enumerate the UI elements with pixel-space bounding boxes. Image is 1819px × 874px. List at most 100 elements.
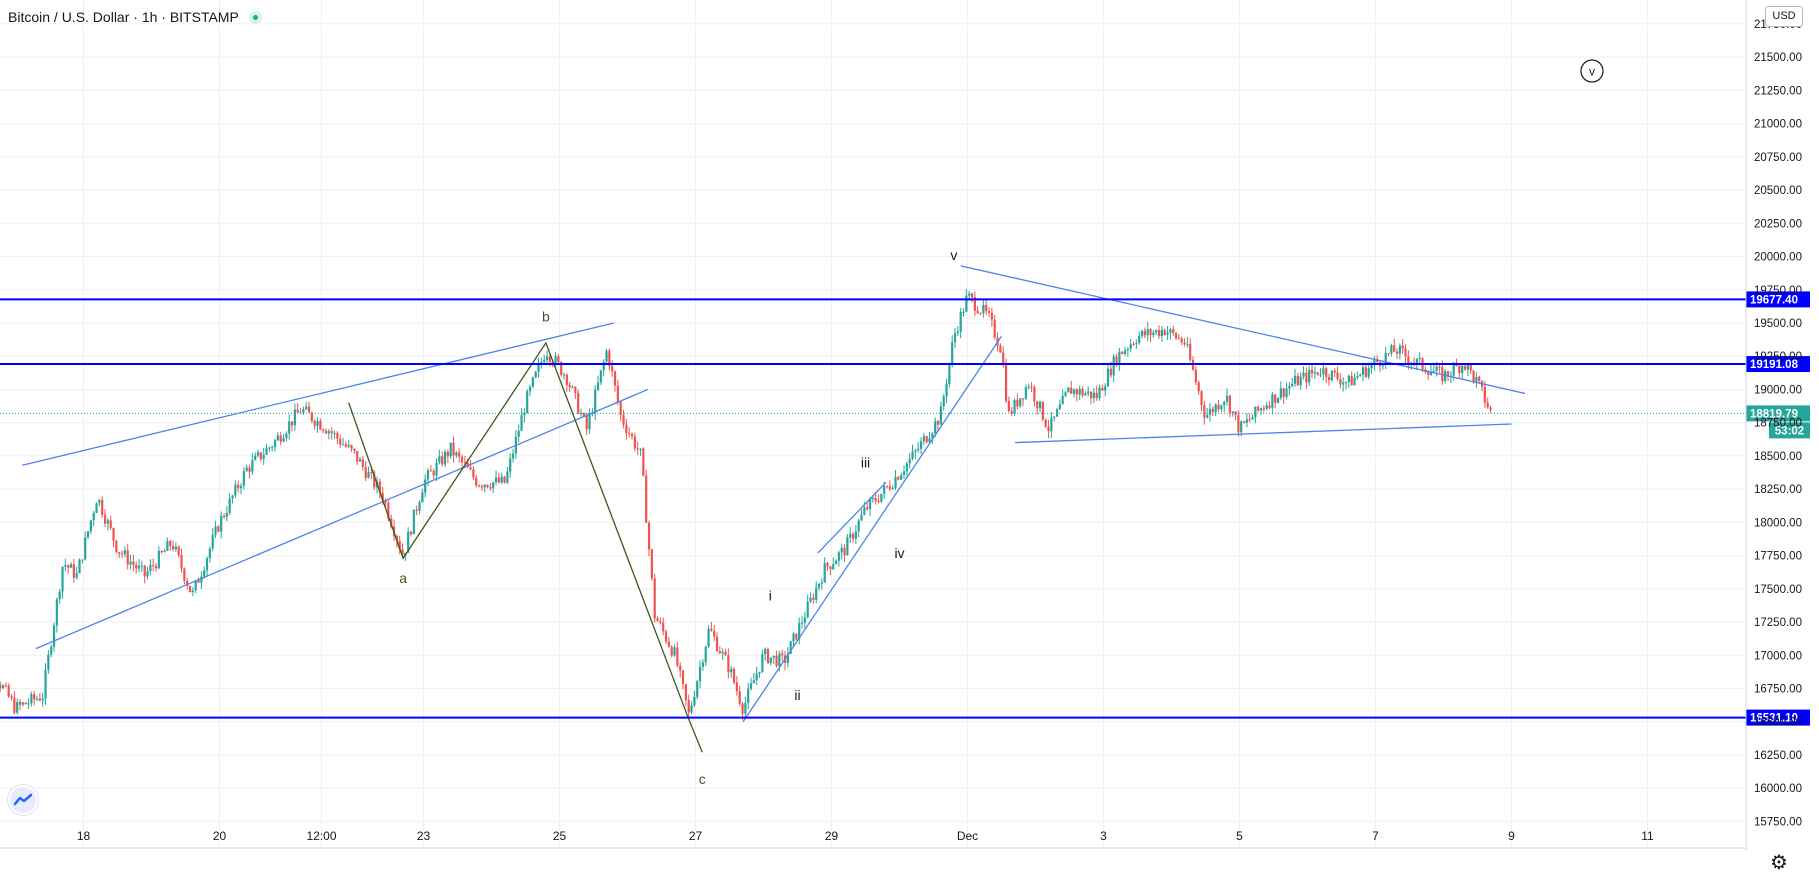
candle-body	[540, 361, 543, 364]
candle-body	[424, 479, 427, 493]
candle-body	[894, 477, 897, 488]
candle-body	[642, 448, 645, 476]
candle-body	[1401, 345, 1404, 349]
price-levels[interactable]: 19677.40 19191.08 16531.10 18819.79 53:02	[0, 291, 1810, 726]
candle-body	[1489, 407, 1492, 410]
candle-body	[344, 444, 347, 447]
candle-body	[336, 432, 339, 439]
candle-body	[1206, 415, 1209, 418]
candle-body	[681, 670, 685, 685]
candle-body	[58, 591, 61, 600]
candle-body	[662, 622, 665, 632]
trend-lines[interactable]	[22, 265, 1526, 723]
trend-line-wedge-upper[interactable]	[22, 322, 615, 466]
candle-body	[1327, 377, 1331, 380]
currency-button[interactable]: USD	[1765, 6, 1803, 27]
candle-body	[778, 653, 781, 667]
trend-line-wedge-lower[interactable]	[35, 388, 649, 650]
candle-body	[1350, 375, 1353, 386]
trend-line-triangle-upper[interactable]	[960, 265, 1526, 395]
candle-body	[1149, 329, 1152, 336]
candle-body	[551, 362, 554, 364]
candle-body	[72, 564, 75, 578]
candle-body	[1197, 382, 1200, 392]
candle-body	[565, 374, 568, 385]
candle-body	[16, 701, 19, 713]
candle-body	[803, 617, 806, 623]
candle-body	[985, 304, 988, 312]
candle-body	[446, 451, 449, 457]
candle-body	[1455, 364, 1458, 366]
candle-body	[1002, 352, 1005, 365]
trend-line-triangle-lower[interactable]	[1015, 423, 1512, 444]
candle-body	[1055, 409, 1059, 417]
candle-body	[61, 566, 64, 592]
candle-body	[282, 438, 285, 442]
gear-icon[interactable]: ⚙	[1770, 852, 1788, 874]
candle-body	[152, 564, 155, 566]
candle-body	[1061, 395, 1064, 405]
candle-body	[1373, 359, 1376, 365]
axes: 15750.00 16000.00 16250.00 16500.00 16750.00…	[0, 0, 1802, 851]
candle-body	[1285, 388, 1288, 397]
candle-body	[789, 641, 792, 654]
candle-body	[1359, 374, 1362, 377]
candle-body	[571, 386, 574, 388]
candle-body	[939, 406, 942, 425]
candle-body	[976, 310, 979, 314]
candle-body	[353, 448, 356, 452]
candle-body	[936, 421, 940, 425]
candle-body	[132, 561, 135, 566]
y-tick-label: 17250.00	[1754, 617, 1802, 629]
wave-lines[interactable]	[348, 341, 703, 753]
level-price-tag	[1746, 709, 1810, 726]
candle-body	[1118, 351, 1121, 365]
candle-body	[214, 526, 217, 535]
candle-body	[1098, 387, 1101, 399]
candle-body	[1429, 371, 1433, 375]
candle-body	[33, 694, 36, 700]
candle-body	[1245, 419, 1248, 423]
candle-body	[480, 486, 483, 488]
candle-body	[327, 431, 330, 434]
candle-body	[687, 700, 690, 713]
candle-body	[1254, 406, 1257, 418]
y-tick-label: 16500.00	[1754, 717, 1802, 729]
wave-line-abc-correction[interactable]	[348, 341, 703, 753]
candle-body	[1438, 366, 1441, 368]
y-tick-label: 18000.00	[1754, 517, 1802, 529]
candle-body	[863, 507, 866, 515]
candle-body	[826, 562, 829, 567]
wave-label: b	[542, 308, 550, 324]
trend-line-channel-upper[interactable]	[817, 482, 887, 554]
candle-body	[1157, 330, 1161, 337]
candle-body	[806, 601, 809, 618]
candle-body	[1203, 404, 1206, 418]
x-tick-label: 20	[213, 829, 227, 843]
level-price-label: 16531.10	[1750, 713, 1798, 725]
trend-line-channel-lower[interactable]	[742, 335, 1003, 723]
candle-body	[968, 293, 971, 296]
candle-body	[248, 467, 251, 472]
candle-body	[1299, 376, 1302, 386]
candle-body	[310, 412, 313, 421]
candle-body	[1121, 351, 1124, 355]
candle-body	[616, 385, 619, 403]
tradingview-logo-icon[interactable]	[8, 785, 38, 815]
candle-body	[704, 646, 707, 663]
candle-body	[180, 555, 183, 569]
candle-body	[1112, 356, 1115, 376]
candle-body	[900, 474, 903, 480]
candle-body	[242, 471, 245, 486]
candle-body	[1089, 391, 1093, 399]
candle-body	[313, 420, 316, 426]
candle-body	[942, 396, 945, 407]
candle-body	[837, 552, 840, 561]
candle-body	[922, 436, 925, 442]
candle-body	[1058, 404, 1061, 410]
x-tick-label: 23	[417, 829, 431, 843]
candle-body	[560, 361, 563, 376]
candle-body	[948, 363, 951, 384]
candle-body	[1291, 383, 1294, 387]
